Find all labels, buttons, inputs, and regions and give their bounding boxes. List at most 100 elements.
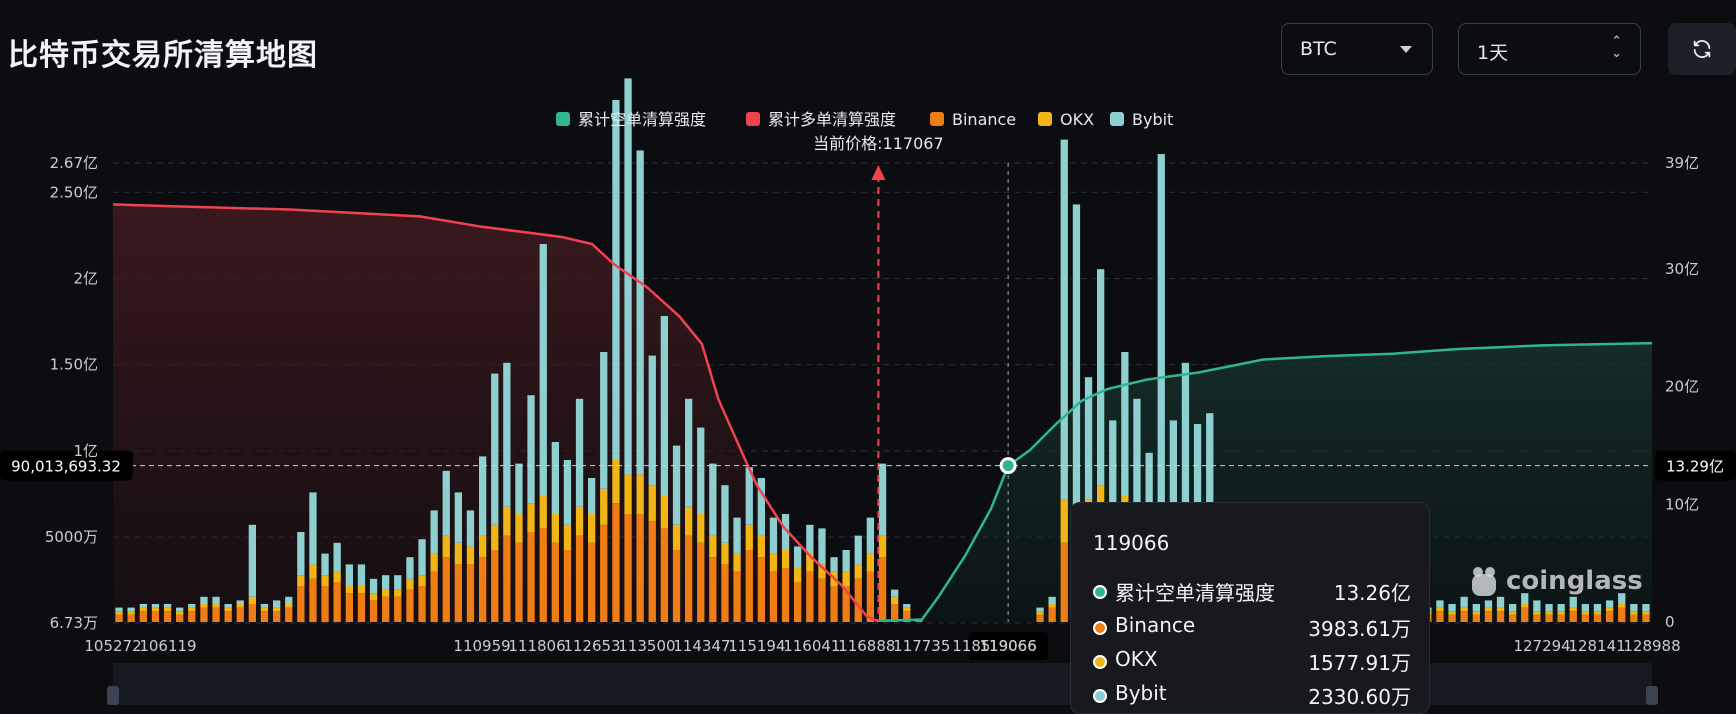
- refresh-button[interactable]: [1668, 23, 1736, 75]
- bybit-bar: [466, 510, 475, 547]
- okx-bar: [818, 564, 826, 579]
- okx-bar: [285, 604, 293, 608]
- bybit-bar: [866, 517, 874, 554]
- binance-bar: [418, 586, 426, 622]
- bybit-bar: [757, 478, 765, 536]
- bybit-bar: [1460, 596, 1468, 608]
- crosshair-left-value: 90,013,693.32: [11, 458, 121, 476]
- binance-bar: [563, 550, 572, 622]
- crosshair-left-label-box: [0, 450, 133, 481]
- okx-bar: [151, 607, 160, 612]
- okx-bar: [224, 607, 232, 612]
- okx-bar: [321, 575, 329, 586]
- okx-bar: [903, 607, 911, 612]
- bybit-bar: [781, 514, 790, 550]
- x-axis-tick: 1185: [952, 637, 990, 655]
- okx-bar: [878, 535, 887, 558]
- tooltip-row-label: Bybit: [1115, 681, 1167, 705]
- binance-bar: [733, 571, 741, 622]
- binance-bar: [672, 550, 681, 622]
- x-axis-tick: 111806: [508, 637, 565, 655]
- bybit-bar: [333, 542, 341, 572]
- okx-bar: [1569, 607, 1577, 612]
- okx-bar: [1533, 611, 1541, 615]
- page-title: 比特币交易所清算地图: [8, 38, 318, 73]
- okx-bar: [273, 607, 281, 612]
- binance-bar: [1630, 614, 1638, 622]
- binance-bar: [866, 571, 874, 622]
- binance-bar: [818, 578, 826, 622]
- chevron-down-icon: [1400, 46, 1412, 53]
- right-axis-tick: 39亿: [1665, 154, 1699, 172]
- bybit-bar: [418, 539, 426, 576]
- bybit-bar: [891, 589, 899, 597]
- legend-swatch: [556, 112, 570, 126]
- binance-bar: [394, 596, 402, 622]
- x-axis-tick: 119066: [979, 637, 1036, 655]
- legend-label: OKX: [1060, 110, 1094, 129]
- okx-bar: [721, 542, 729, 565]
- coin-select[interactable]: BTC: [1281, 23, 1433, 75]
- bybit-bar: [1145, 452, 1153, 525]
- tooltip-row-label: 累计空单清算强度: [1115, 581, 1275, 605]
- binance-bar: [1593, 614, 1602, 622]
- legend-label: Binance: [952, 110, 1016, 129]
- binance-bar: [648, 521, 656, 622]
- right-axis-tick: 10亿: [1665, 495, 1699, 513]
- tooltip-row-value: 13.26亿: [1333, 581, 1411, 605]
- bybit-bar: [709, 463, 717, 536]
- binance-bar: [1618, 607, 1626, 622]
- tooltip-row: 累计空单清算强度 13.26亿: [1093, 577, 1411, 607]
- binance-bar: [660, 528, 668, 622]
- bybit-bar: [1072, 204, 1081, 514]
- bybit-bar: [672, 445, 681, 525]
- okx-bar: [697, 514, 705, 543]
- okx-bar: [842, 571, 850, 586]
- crosshair-x-value: 119066: [979, 637, 1036, 655]
- up-down-chevron-icon: ⌃ ⌄: [1611, 34, 1622, 61]
- zoom-handle-right: [1646, 686, 1658, 705]
- bybit-bar: [236, 600, 244, 604]
- left-axis-tick: 2亿: [73, 269, 98, 287]
- binance-bar: [575, 535, 584, 622]
- bybit-bar: [1630, 604, 1638, 612]
- binance-bar: [551, 542, 559, 622]
- bybit-bar: [151, 604, 160, 608]
- range-select[interactable]: 1天 ⌃ ⌄: [1458, 23, 1641, 75]
- tooltip-row-value: 2330.60万: [1308, 685, 1411, 709]
- x-axis-tick: 116041: [783, 637, 840, 655]
- x-axis-tick: 116888: [838, 637, 895, 655]
- x-axis-tick: 113500: [618, 637, 675, 655]
- x-axis-tick: 117735: [893, 637, 950, 655]
- binance-bar: [1448, 614, 1456, 622]
- binance-bar: [333, 582, 341, 622]
- binance-bar: [527, 532, 535, 622]
- chart-overlay: 当前价格:117067 90,013,693.32 13.29亿 119066: [0, 134, 1736, 660]
- binance-bar: [248, 604, 256, 622]
- bybit-bar: [491, 373, 499, 525]
- okx-bar: [297, 575, 305, 586]
- okx-bar: [1509, 611, 1517, 615]
- bybit-bar: [200, 596, 208, 604]
- bybit-bar: [273, 600, 281, 608]
- binance-bar: [903, 611, 911, 622]
- okx-bar: [394, 589, 402, 597]
- okx-bar: [1581, 611, 1589, 615]
- bybit-bar: [1448, 604, 1456, 612]
- okx-bar: [551, 514, 559, 543]
- left-axis-tick: 1.50亿: [50, 356, 98, 374]
- bybit-bar: [539, 244, 547, 496]
- bybit-bar: [345, 564, 353, 586]
- okx-bar: [1521, 604, 1529, 608]
- legend-swatch: [746, 112, 760, 126]
- binance-bar: [636, 514, 644, 622]
- bybit-bar: [1581, 604, 1589, 612]
- binance-bar: [1484, 611, 1493, 622]
- binance-bar: [830, 586, 838, 622]
- legend: 累计空单清算强度 累计多单清算强度 Binance OKX Bybit: [556, 110, 1173, 129]
- binance-bar: [1606, 611, 1614, 622]
- okx-bar: [745, 524, 753, 550]
- left-axis-tick: 6.73万: [50, 614, 98, 632]
- bybit-bar: [454, 492, 462, 543]
- okx-bar: [685, 506, 693, 536]
